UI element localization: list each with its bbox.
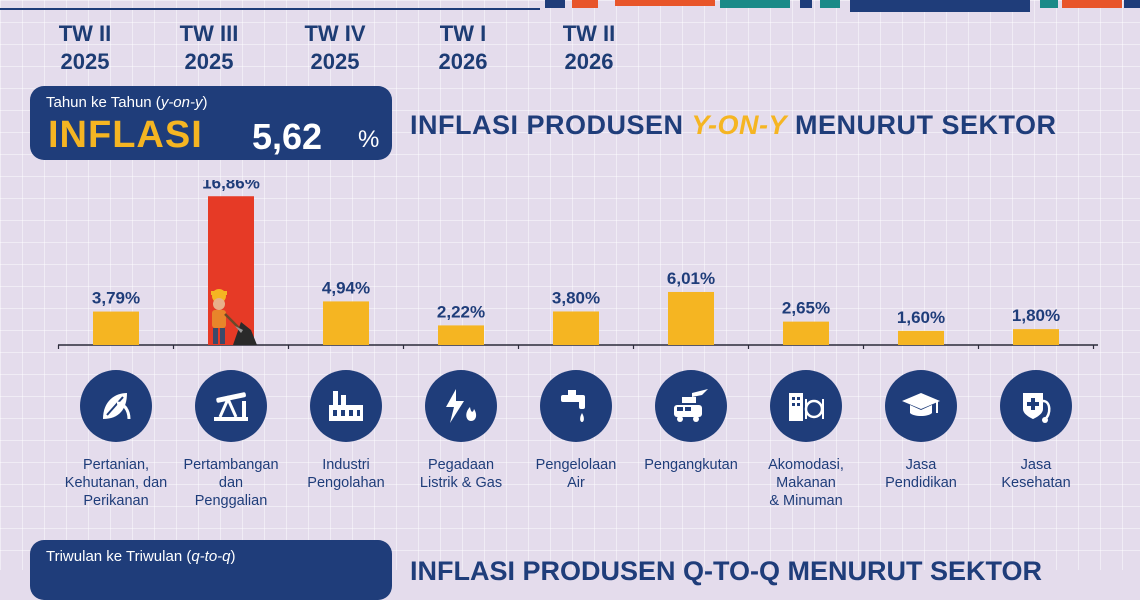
sector-label: Pertambangan dan Penggalian	[183, 457, 279, 509]
bar	[553, 311, 599, 345]
sector-item: Pegadaan Listrik & Gas	[401, 370, 521, 492]
sector-item: Pertambangan dan Penggalian	[171, 370, 291, 510]
bar-value-label: 3,80%	[552, 288, 600, 307]
sector-item: Jasa Pendidikan	[861, 370, 981, 492]
yoy-inflation-badge: Tahun ke Tahun (y-on-y) INFLASI 5,62 %	[30, 86, 392, 160]
yoy-badge-label: INFLASI	[48, 114, 203, 156]
sector-item: Jasa Kesehatan	[976, 370, 1096, 492]
top-decoration-bar	[0, 0, 1140, 12]
bar-value-label: 1,80%	[1012, 306, 1060, 325]
graduation-cap-icon	[885, 370, 957, 442]
quarter-year: 2025	[184, 49, 234, 74]
bar	[668, 291, 714, 345]
sector-label: Jasa Kesehatan	[1001, 457, 1071, 491]
bar	[438, 325, 484, 345]
yoy-section-title: INFLASI PRODUSEN Y-ON-Y MENURUT SEKTOR	[410, 110, 1057, 140]
sector-label: Pengangkutan	[644, 457, 738, 473]
sector-item: Pengelolaan Air	[516, 370, 636, 492]
bar-value-label: 4,94%	[322, 278, 370, 297]
quarter-year: 2026	[564, 49, 614, 74]
sector-label: Pertanian, Kehutanan, dan Perikanan	[64, 457, 168, 509]
hotel-dining-icon	[770, 370, 842, 442]
factory-icon	[310, 370, 382, 442]
yoy-badge-unit: %	[358, 126, 380, 153]
bar	[93, 311, 139, 345]
yoy-sector-bar-chart: 3,79% 16,86% 4,94% 2,22% 3,80% 6,01% 2,65% 1,60…	[57, 180, 1098, 349]
health-icon	[1000, 370, 1072, 442]
transport-icon	[655, 370, 727, 442]
qoq-section-title: INFLASI PRODUSEN Q-TO-Q MENURUT SEKTOR	[410, 556, 1043, 586]
bar-value-label: 1,60%	[897, 308, 945, 327]
water-tap-icon	[540, 370, 612, 442]
electricity-gas-icon	[425, 370, 497, 442]
sector-item: Pengangkutan	[631, 370, 751, 474]
sector-label: Industri Pengolahan	[307, 457, 385, 491]
sector-label: Jasa Pendidikan	[885, 457, 957, 491]
qoq-inflation-badge: Triwulan ke Triwulan (q-to-q)	[30, 540, 392, 600]
bar	[1013, 329, 1059, 345]
quarter-tab[interactable]: TW III 2025	[154, 20, 264, 76]
quarter-tab[interactable]: TW I 2026	[408, 20, 518, 76]
quarter-label: TW I	[439, 21, 487, 46]
quarter-tab[interactable]: TW II 2025	[30, 20, 140, 76]
quarter-label: TW II	[562, 21, 616, 46]
quarter-year: 2025	[310, 49, 360, 74]
bar-value-label: 2,65%	[782, 299, 830, 318]
miner-illustration	[211, 289, 257, 345]
sector-item: Pertanian, Kehutanan, dan Perikanan	[56, 370, 176, 510]
quarter-label: TW II	[58, 21, 112, 46]
sector-label: Pegadaan Listrik & Gas	[419, 457, 503, 491]
bar-value-label: 16,86%	[202, 180, 260, 192]
leaf-icon	[80, 370, 152, 442]
yoy-badge-subtitle: Tahun ke Tahun (y-on-y)	[46, 94, 208, 111]
qoq-badge-subtitle: Triwulan ke Triwulan (q-to-q)	[46, 548, 236, 565]
quarter-label: TW IV	[304, 21, 366, 46]
bar-value-label: 6,01%	[667, 269, 715, 288]
quarter-tab[interactable]: TW II 2026	[534, 20, 644, 76]
sector-icon-row: Pertanian, Kehutanan, dan Perikanan Perta…	[0, 370, 1140, 520]
sector-item: Industri Pengolahan	[286, 370, 406, 492]
quarter-label: TW III	[179, 21, 239, 46]
quarter-year: 2026	[438, 49, 488, 74]
quarter-year: 2025	[60, 49, 110, 74]
bar	[898, 330, 944, 345]
bar	[783, 321, 829, 345]
oil-pump-icon	[195, 370, 267, 442]
sector-label: Akomodasi, Makanan & Minuman	[768, 457, 844, 509]
yoy-badge-value: 5,62	[252, 116, 323, 157]
sector-label: Pengelolaan Air	[535, 457, 617, 491]
bar-value-label: 3,79%	[92, 289, 140, 308]
quarter-tab[interactable]: TW IV 2025	[280, 20, 390, 76]
bar-value-label: 2,22%	[437, 302, 485, 321]
sector-item: Akomodasi, Makanan & Minuman	[746, 370, 866, 510]
bar	[323, 301, 369, 345]
